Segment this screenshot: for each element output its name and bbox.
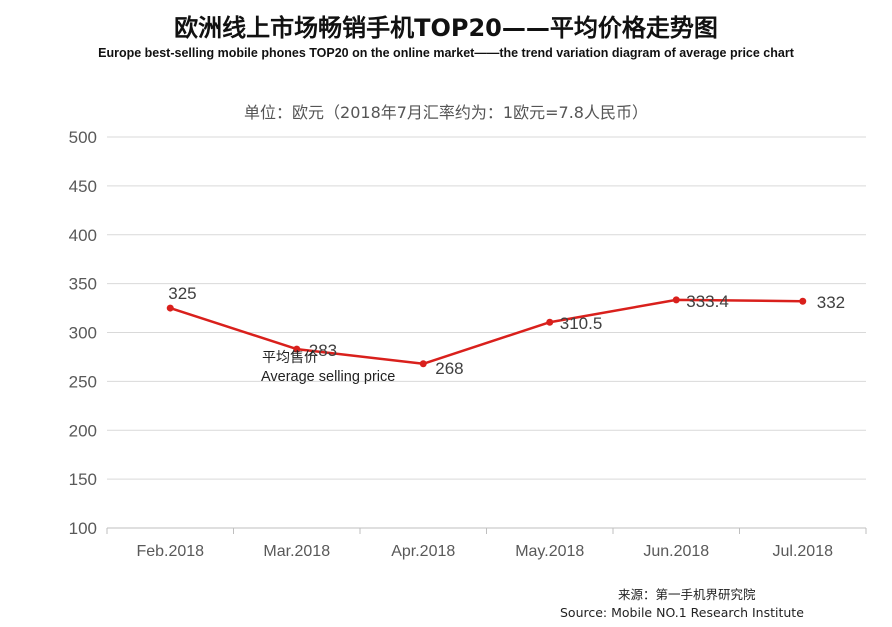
y-tick-label: 100 [69, 519, 97, 538]
data-point [672, 296, 680, 304]
chart-title: 欧洲线上市场畅销手机TOP20——平均价格走势图 [174, 14, 718, 42]
x-tick-label: Feb.2018 [136, 543, 204, 560]
x-tick-label: Apr.2018 [391, 543, 455, 560]
series-line [169, 298, 803, 366]
series-label-en: Average selling price [261, 369, 395, 385]
y-tick-label: 450 [69, 177, 97, 196]
data-label: 268 [435, 359, 463, 378]
data-label: 332 [817, 293, 845, 312]
chart-subtitle: Europe best-selling mobile phones TOP20 … [98, 46, 794, 60]
source-note: 来源：第一手机界研究院 Source: Mobile NO.1 Research… [560, 586, 860, 622]
data-point [166, 304, 174, 312]
unit-note: 单位：欧元（2018年7月汇率约为：1欧元=7.8人民币） [244, 103, 648, 122]
y-tick-label: 150 [69, 470, 97, 489]
y-tick-label: 500 [69, 128, 97, 147]
source-cn: 来源：第一手机界研究院 [618, 587, 756, 602]
y-tick-label: 300 [69, 324, 97, 343]
source-en: Source: Mobile NO.1 Research Institute [560, 605, 804, 620]
data-label: 283 [309, 341, 337, 360]
data-label: 325 [168, 284, 196, 303]
series-label-cn: 平均售价 [262, 349, 318, 365]
data-point [799, 297, 807, 305]
x-tick-label: May.2018 [515, 543, 584, 560]
y-tick-label: 400 [69, 226, 97, 245]
data-label: 310.5 [560, 314, 603, 333]
data-point [419, 360, 427, 368]
y-tick-label: 200 [69, 421, 97, 440]
data-point [293, 345, 301, 353]
x-tick-label: Jun.2018 [643, 543, 709, 560]
data-label: 333.4 [686, 292, 729, 311]
x-tick-label: Mar.2018 [263, 543, 330, 560]
y-tick-label: 250 [69, 372, 97, 391]
y-tick-label: 350 [69, 275, 97, 294]
x-tick-label: Jul.2018 [773, 543, 834, 560]
data-point [546, 318, 554, 326]
